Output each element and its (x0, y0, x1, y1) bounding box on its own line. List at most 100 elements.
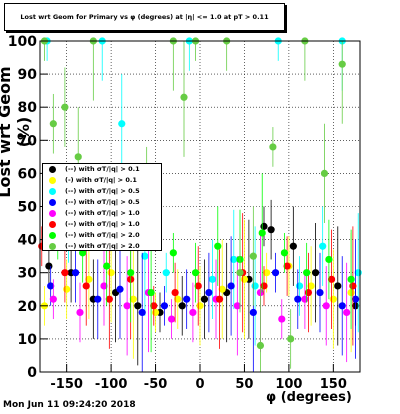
data-point (127, 269, 135, 277)
x-tick-label: -100 (95, 377, 128, 392)
data-point (271, 269, 280, 277)
data-point (325, 255, 333, 264)
x-tick-label: 150 (320, 377, 347, 392)
data-point (129, 295, 137, 303)
data-point (349, 282, 357, 290)
legend-label: (--) with σT/|q| > 1.0 (65, 209, 140, 217)
x-tick-label: -150 (50, 377, 83, 392)
data-point (260, 222, 268, 230)
data-point (280, 249, 289, 257)
data-point (49, 120, 57, 128)
data-point (267, 226, 275, 234)
data-point (47, 282, 55, 290)
data-point (74, 153, 82, 161)
data-point (141, 252, 149, 260)
data-point (150, 302, 158, 310)
data-point (76, 308, 84, 317)
legend-label: (--) with σT/|q| > 0.1 (65, 165, 140, 173)
data-point (307, 282, 315, 290)
data-point (205, 288, 213, 297)
data-point (107, 269, 115, 277)
data-point (329, 295, 337, 303)
data-point (249, 252, 257, 260)
y-tick-label: 60 (18, 166, 38, 182)
legend-label: (--) with σT/|q| > 2.0 (65, 242, 140, 250)
data-point (171, 288, 179, 297)
data-point (294, 295, 302, 303)
data-point (251, 282, 259, 290)
legend-entry: (--) with σT/|q| > 0.1 (43, 164, 161, 175)
legend-label: (--) with σT/|q| > 1.0 (65, 220, 140, 228)
data-point (287, 335, 295, 343)
chart-title: Lost wrt Geom for Primary vs φ (degrees)… (4, 3, 285, 31)
data-point (338, 60, 346, 68)
data-point (45, 262, 53, 270)
y-tick-label: 20 (18, 299, 38, 315)
data-point (263, 269, 271, 277)
data-point (134, 302, 142, 310)
data-point (118, 120, 126, 128)
legend-entry: (--) with σT/|q| > 0.5 (43, 186, 161, 197)
data-point (194, 282, 202, 290)
data-point (311, 269, 320, 277)
legend-marker (49, 210, 56, 217)
legend-marker (49, 177, 56, 184)
data-point (233, 302, 241, 310)
data-point (258, 229, 266, 237)
y-tick-label: 90 (18, 67, 38, 83)
data-point (249, 308, 257, 317)
data-point (147, 288, 155, 297)
data-point (63, 285, 71, 293)
legend-label: (--) with σT/|q| > 0.5 (65, 198, 140, 206)
data-point (180, 93, 188, 101)
data-point (320, 169, 329, 177)
timestamp-footer: Mon Jun 11 09:24:20 2018 (3, 400, 136, 410)
legend-marker (49, 199, 56, 206)
data-point (351, 295, 360, 303)
data-point (256, 341, 265, 350)
data-point (327, 275, 336, 283)
data-point (196, 302, 204, 310)
y-tick-label: 0 (27, 365, 37, 381)
x-tick-label: 50 (235, 377, 253, 392)
y-tick-label: 40 (18, 233, 38, 249)
data-point (301, 295, 309, 303)
data-point (343, 308, 351, 317)
legend-entry: (-) with σT/|q| > 0.1 (43, 175, 161, 186)
data-point (347, 275, 355, 283)
data-point (82, 282, 90, 290)
legend-marker (49, 221, 56, 228)
data-point (230, 255, 238, 264)
data-point (123, 302, 131, 310)
x-tick-label: 0 (195, 377, 204, 392)
data-point (214, 242, 222, 250)
y-tick-label: 70 (18, 133, 38, 149)
data-point (151, 308, 160, 317)
data-point (200, 295, 209, 303)
data-point (167, 315, 176, 323)
y-tick-label: 80 (18, 100, 38, 116)
data-point (319, 242, 327, 250)
data-point (85, 275, 93, 283)
data-point (138, 308, 146, 317)
data-point (162, 269, 170, 277)
data-point (278, 315, 286, 323)
data-point (191, 269, 200, 277)
legend-entry: (--) with σT/|q| > 1.0 (43, 219, 161, 230)
data-point (174, 295, 182, 303)
x-tick-label: -50 (144, 377, 168, 392)
legend-entry: (--) with σT/|q| > 0.5 (43, 197, 161, 208)
data-point (61, 103, 69, 111)
legend-marker (49, 166, 56, 173)
legend-label: (--) with σT/|q| > 0.5 (65, 187, 140, 195)
y-tick-label: 50 (18, 200, 38, 216)
legend-entry: (--) with σT/|q| > 2.0 (43, 230, 161, 241)
data-point (218, 285, 226, 293)
legend-entry: (--) with σT/|q| > 1.0 (43, 208, 161, 219)
data-point (116, 285, 124, 293)
data-point (178, 302, 186, 310)
data-point (71, 269, 80, 277)
data-point (269, 143, 277, 151)
data-point (338, 302, 346, 310)
